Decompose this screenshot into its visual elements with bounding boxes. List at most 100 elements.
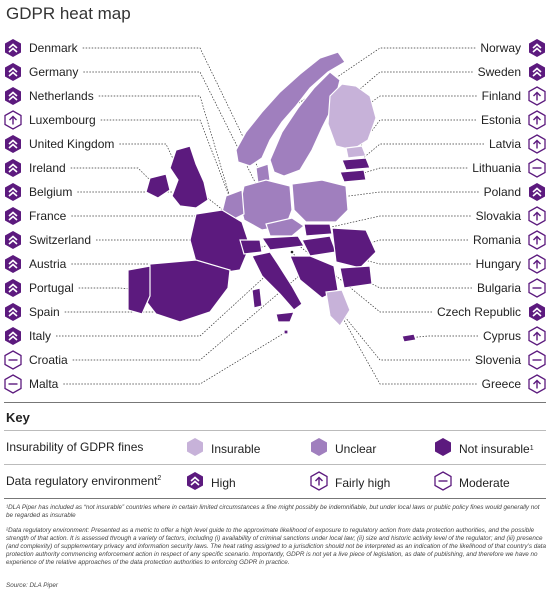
high-icon [4, 302, 22, 322]
country-label-luxembourg: Luxembourg [29, 113, 96, 127]
country-label-france: France [29, 209, 67, 223]
high-icon [4, 158, 22, 178]
country-row-luxembourg: Luxembourg [4, 110, 96, 130]
key-fairly-high-label: Fairly high [335, 475, 391, 490]
high-icon [528, 62, 546, 82]
leader-line-denmark [82, 47, 263, 177]
region-france [189, 209, 251, 275]
country-row-denmark: Denmark [4, 38, 78, 58]
country-label-slovakia: Slovakia [475, 209, 521, 223]
country-label-spain: Spain [29, 305, 60, 319]
leader-line-ireland [70, 167, 159, 189]
key-divider-1 [4, 430, 546, 431]
key-insurable-label: Insurable [211, 441, 261, 456]
country-label-sweden: Sweden [477, 65, 521, 79]
region-spain [141, 259, 231, 323]
key-fairly-high: Fairly high [310, 471, 390, 494]
country-label-united-kingdom: United Kingdom [29, 137, 115, 151]
country-label-switzerland: Switzerland [29, 233, 92, 247]
country-row-italy: Italy [4, 326, 51, 346]
leader-line-united-kingdom [119, 143, 187, 187]
region-portugal [127, 265, 151, 315]
moderate-icon [528, 350, 546, 370]
fairly-high-icon [310, 471, 328, 494]
leader-line-bulgaria [355, 275, 472, 289]
high-icon [528, 182, 546, 202]
country-row-ireland: Ireland [4, 158, 66, 178]
moderate-icon [434, 471, 452, 494]
country-label-czech-republic: Czech Republic [436, 305, 521, 319]
country-row-czech-republic: Czech Republic [437, 302, 546, 322]
country-label-hungary: Hungary [475, 257, 521, 271]
region-denmark [255, 163, 271, 185]
region-sicily [275, 311, 295, 323]
region-austria [260, 235, 305, 251]
country-row-norway: Norway [480, 38, 546, 58]
key-high-label: High [211, 475, 236, 490]
leader-line-lithuania [353, 167, 468, 177]
region-hungary [301, 235, 337, 257]
leader-line-croatia [72, 269, 307, 361]
country-row-finland: Finland [482, 86, 546, 106]
high-icon [4, 326, 22, 346]
leader-line-luxembourg [100, 119, 237, 215]
region-switzerland [239, 239, 263, 255]
high-icon [528, 38, 546, 58]
region-cyprus [401, 333, 417, 343]
not-insurable-swatch [434, 437, 452, 460]
country-row-lithuania: Lithuania [472, 158, 546, 178]
fairly-high-icon [4, 110, 22, 130]
country-label-lithuania: Lithuania [472, 161, 521, 175]
region-sardinia [251, 287, 263, 309]
leader-line-cyprus [407, 335, 478, 339]
high-icon [4, 278, 22, 298]
region-slovakia [303, 223, 333, 237]
unclear-swatch [310, 437, 328, 460]
moderate-icon [528, 158, 546, 178]
page-title: GDPR heat map [6, 4, 131, 23]
country-label-malta: Malta [29, 377, 59, 391]
country-label-netherlands: Netherlands [29, 89, 94, 103]
country-row-croatia: Croatia [4, 350, 68, 370]
key-not-insurable-label: Not insurable [459, 441, 530, 456]
region-latvia [341, 157, 371, 171]
leader-line-malta [63, 331, 287, 385]
key-unclear: Unclear [310, 437, 376, 460]
country-label-belgium: Belgium [29, 185, 73, 199]
country-row-estonia: Estonia [481, 110, 546, 130]
country-label-norway: Norway [480, 41, 521, 55]
leader-line-greece [335, 305, 477, 385]
country-label-ireland: Ireland [29, 161, 66, 175]
key-divider-bottom [4, 498, 546, 499]
key-not-insurable: Not insurable 1 [434, 437, 534, 460]
source-note: Source: DLA Piper [6, 582, 58, 589]
country-label-italy: Italy [29, 329, 52, 343]
country-row-latvia: Latvia [489, 134, 546, 154]
region-bulgaria [339, 265, 373, 289]
fairly-high-icon [528, 326, 546, 346]
country-row-belgium: Belgium [4, 182, 72, 202]
moderate-icon [528, 278, 546, 298]
country-row-netherlands: Netherlands [4, 86, 94, 106]
region-lithuania [339, 169, 367, 183]
region-poland [291, 179, 349, 223]
fairly-high-icon [528, 230, 546, 250]
country-label-latvia: Latvia [488, 137, 521, 151]
country-label-slovenia: Slovenia [474, 353, 521, 367]
leader-dot-slovenia [290, 250, 294, 254]
europe-map [56, 47, 484, 385]
key-unclear-label: Unclear [335, 441, 377, 456]
country-label-germany: Germany [29, 65, 79, 79]
high-icon [4, 38, 22, 58]
key-moderate-label: Moderate [459, 475, 510, 490]
fairly-high-icon [528, 110, 546, 130]
footnote-2: ²Data regulatory environment: Presented … [6, 527, 546, 566]
country-row-france: France [4, 206, 66, 226]
country-label-croatia: Croatia [29, 353, 68, 367]
country-row-poland: Poland [484, 182, 546, 202]
country-label-poland: Poland [483, 185, 521, 199]
high-icon [4, 62, 22, 82]
key-divider-2 [4, 464, 546, 465]
country-row-spain: Spain [4, 302, 60, 322]
country-row-malta: Malta [4, 374, 58, 394]
